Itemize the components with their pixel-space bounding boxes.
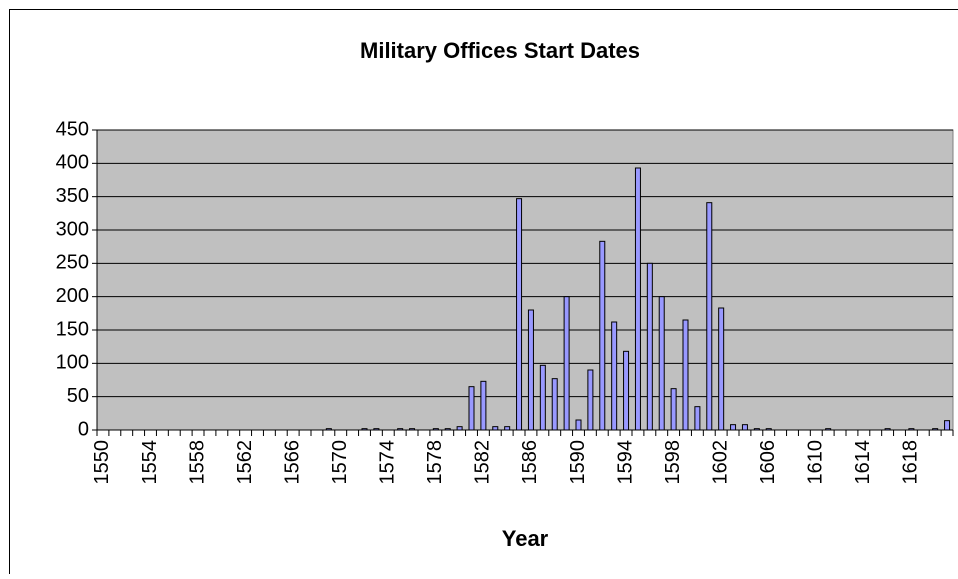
x-tick-label: 1594 — [614, 440, 636, 485]
bar — [719, 308, 724, 430]
bar — [659, 297, 664, 430]
x-tick-label: 1602 — [709, 440, 731, 485]
bar — [731, 425, 736, 430]
bar — [528, 310, 533, 430]
bar — [481, 381, 486, 430]
x-tick-label: 1570 — [329, 440, 351, 485]
y-tick-label: 150 — [56, 318, 89, 340]
x-tick-label: 1574 — [377, 440, 399, 485]
bar — [742, 425, 747, 430]
plot-area — [97, 130, 953, 430]
bar — [600, 241, 605, 430]
x-tick-label: 1550 — [91, 440, 113, 485]
chart-title: Military Offices Start Dates — [360, 38, 640, 63]
bar — [552, 379, 557, 430]
bar — [683, 320, 688, 430]
bar — [635, 168, 640, 430]
x-tick-label: 1582 — [472, 440, 494, 485]
y-tick-label: 400 — [56, 152, 89, 174]
y-tick-label: 250 — [56, 252, 89, 274]
x-tick-label: 1610 — [805, 440, 827, 485]
y-tick-label: 350 — [56, 185, 89, 207]
x-tick-label: 1558 — [186, 440, 208, 485]
bar — [469, 387, 474, 430]
bar — [945, 421, 950, 430]
bar — [564, 297, 569, 430]
bar — [576, 420, 581, 430]
y-tick-label: 0 — [78, 418, 89, 440]
x-tick-label: 1578 — [424, 440, 446, 485]
x-tick-label: 1598 — [662, 440, 684, 485]
y-tick-label: 100 — [56, 352, 89, 374]
y-tick-label: 200 — [56, 285, 89, 307]
y-tick-label: 450 — [56, 118, 89, 140]
x-axis-label: Year — [502, 526, 549, 551]
bar — [707, 203, 712, 430]
bar — [517, 199, 522, 430]
x-tick-label: 1586 — [519, 440, 541, 485]
x-tick-label: 1562 — [234, 440, 256, 485]
x-tick-label: 1614 — [852, 440, 874, 485]
y-tick-label: 300 — [56, 218, 89, 240]
bar — [588, 370, 593, 430]
bar — [624, 351, 629, 430]
x-tick-label: 1566 — [281, 440, 303, 485]
bar — [647, 263, 652, 430]
bar — [540, 365, 545, 430]
x-tick-label: 1606 — [757, 440, 779, 485]
y-tick-label: 50 — [67, 385, 89, 407]
x-tick-label: 1618 — [900, 440, 922, 485]
bar — [612, 322, 617, 430]
bar — [671, 389, 676, 430]
x-tick-label: 1590 — [567, 440, 589, 485]
x-tick-label: 1554 — [139, 440, 161, 485]
bar — [695, 407, 700, 430]
